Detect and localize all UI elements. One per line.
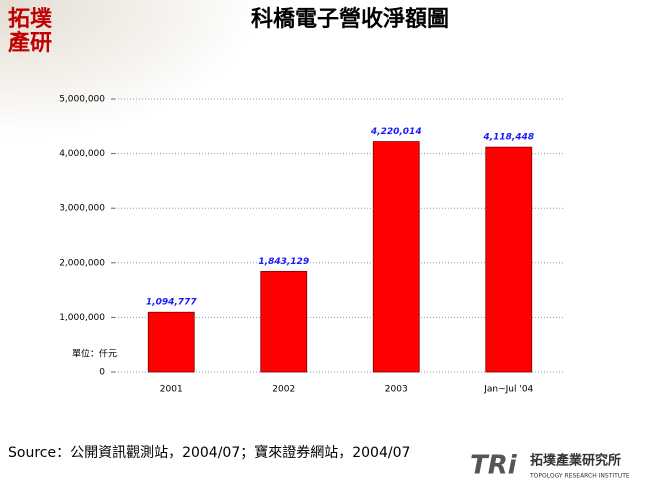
y-tick-label: 4,000,000	[59, 149, 105, 159]
source: Source：公開資訊觀測站，2004/07；寶來證券網站，2004/07	[8, 444, 410, 461]
footer-mark: TRi	[470, 451, 518, 481]
bar	[260, 270, 308, 373]
value-label: 1,843,129	[258, 257, 309, 267]
value-label: 4,220,014	[370, 127, 422, 137]
bar	[485, 146, 533, 373]
y-tick-label: 0	[99, 368, 105, 378]
bar	[147, 311, 195, 373]
footer-name: 拓墣產業研究所	[530, 453, 621, 469]
logo-bottom: 產研	[8, 30, 52, 56]
value-label: 1,094,777	[146, 298, 197, 308]
x-tick-label: 2001	[160, 385, 183, 395]
x-tick-label: Jan~Jul '04	[483, 385, 533, 395]
y-tick-label: 5,000,000	[59, 95, 105, 105]
value-label: 4,118,448	[482, 133, 534, 143]
y-tick-label: 1,000,000	[59, 313, 105, 323]
x-tick-label: 2003	[385, 385, 408, 395]
y-tick-label: 3,000,000	[59, 204, 105, 214]
logo-top: 拓墣	[8, 6, 52, 32]
y-tick-label: 2,000,000	[59, 258, 105, 268]
footer-name-en: TOPOLOGY RESEARCH INSTITUTE	[529, 473, 630, 480]
bar	[372, 141, 420, 373]
unit-note: 單位：仟元	[72, 348, 117, 360]
x-tick-label: 2002	[272, 385, 295, 395]
map-decoration	[0, 0, 260, 140]
chart-title: 科橋電子營收淨額圖	[251, 6, 449, 32]
